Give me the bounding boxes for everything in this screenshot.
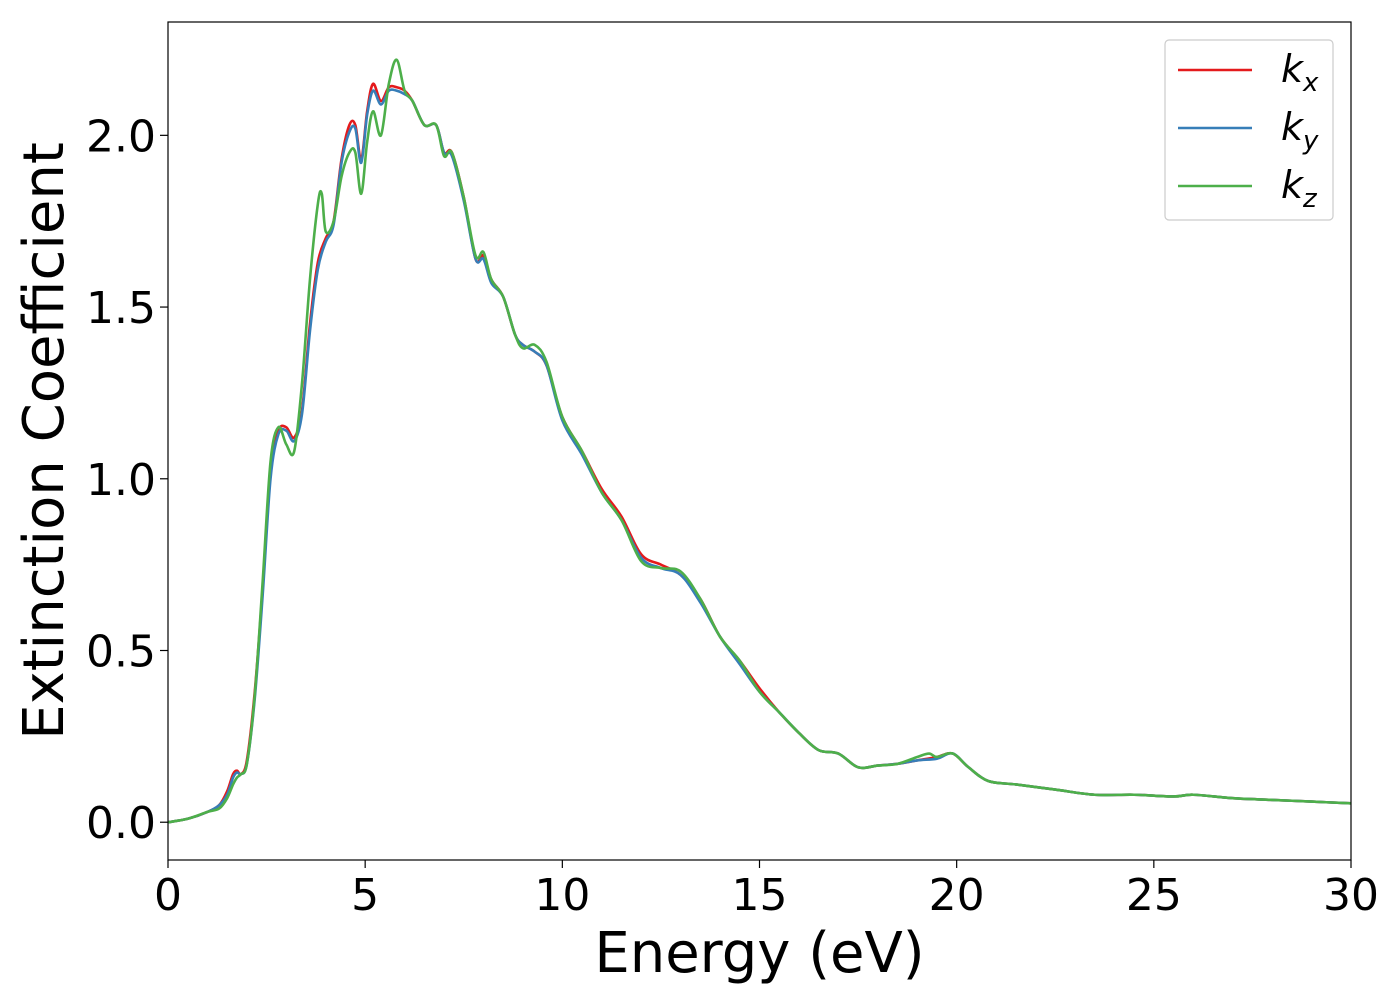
x-tick-label: 30	[1323, 870, 1379, 921]
series-layer	[168, 58, 1351, 824]
legend-label-ky: ky	[1281, 105, 1319, 156]
legend-box	[1164, 39, 1334, 221]
y-axis-label: Extinction Coefficient	[12, 142, 77, 740]
y-tick-label: 2.0	[86, 111, 156, 162]
legend-label-kz: kz	[1281, 163, 1318, 214]
y-tick-label: 0.0	[86, 798, 156, 849]
y-tick-label: 1.0	[86, 455, 156, 506]
legend-label-kx: kx	[1281, 47, 1319, 98]
x-axis-label: Energy (eV)	[594, 921, 924, 986]
legend-items: kx ky kz	[1178, 47, 1319, 214]
x-tick-label: 25	[1126, 870, 1182, 921]
y-tick-label: 1.5	[86, 283, 156, 334]
series-line-kz	[168, 58, 1351, 824]
y-tick-label: 0.5	[86, 627, 156, 678]
x-tick-label: 0	[154, 870, 182, 921]
x-axis-ticks: 0 5 10 15 20 25 30	[154, 860, 1379, 921]
x-tick-label: 15	[732, 870, 788, 921]
legend: kx ky kz	[1164, 39, 1334, 221]
x-tick-label: 20	[929, 870, 985, 921]
x-tick-label: 5	[351, 870, 379, 921]
x-tick-label: 10	[534, 870, 590, 921]
y-axis-ticks: 0.0 0.5 1.0 1.5 2.0	[86, 111, 168, 849]
